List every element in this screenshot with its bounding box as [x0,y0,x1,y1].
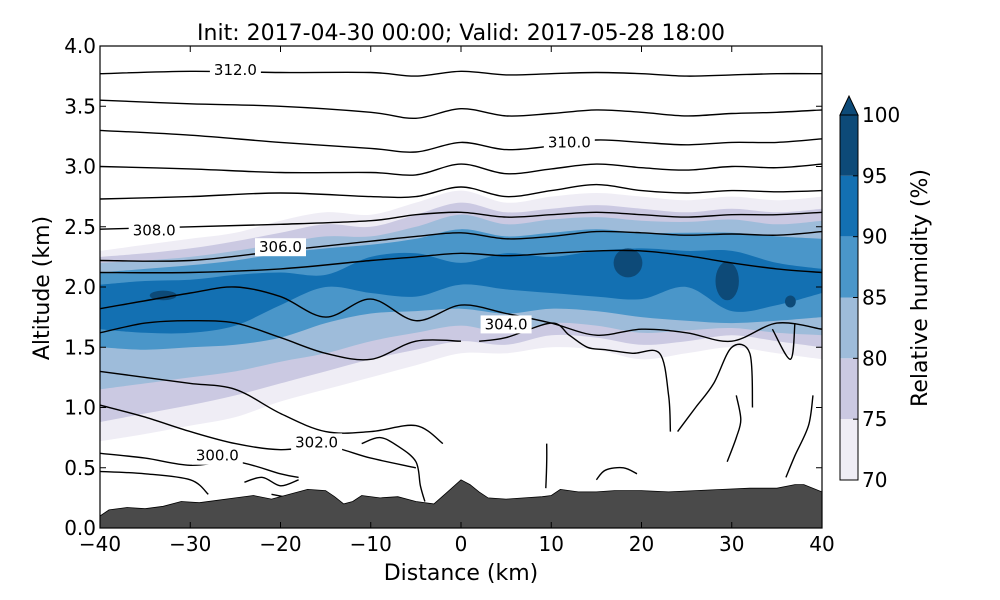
isentrope-line-9 [100,286,822,343]
x-tick-label: 30 [719,532,744,556]
isentrope-line-12 [100,404,417,469]
isentrope-line-8 [100,249,822,274]
x-axis: −40 −30 −20 −10 0 10 20 30 40 [79,46,835,556]
isentrope-line-18 [771,323,796,361]
plot-area: 312.0 310.0 308.0 306.0 304.0 302.0 300.0 [100,46,822,528]
isentrope-label-bg [191,446,243,465]
isentrope-line-19 [785,395,814,478]
rh-core-95-2 [613,248,643,278]
rh-core-95-4 [785,295,796,308]
y-tick-label: 3.5 [64,94,96,118]
isentrope-line-10 [100,319,462,361]
isentrope-line-11 [100,370,444,445]
isentrope-label-bg [291,433,343,452]
colorbar: 70 75 80 85 90 95 100 [839,94,900,492]
y-axis-title: Altitude (km) [30,216,55,360]
x-tick-label: −10 [350,532,392,556]
isentrope-line-17 [726,395,742,462]
isentrope-label: 302.0 [295,433,338,451]
x-axis-title: Distance (km) [384,561,539,586]
x-tick-label: 40 [809,532,834,556]
colorbar-tick-label: 85 [862,286,887,310]
y-tick-label: 3.0 [64,155,96,179]
isentrope-line-5 [100,183,822,200]
colorbar-tick-label: 70 [862,468,887,492]
isentrope-lines [100,70,822,502]
isentrope-line-16 [677,343,754,433]
isentrope-label-bg [255,238,306,257]
isentrope-label-bg [128,221,180,240]
x-tick-label: −30 [169,532,211,556]
isentrope-labels: 312.0 310.0 308.0 306.0 304.0 302.0 300.0 [128,61,595,465]
y-tick-label: 0.5 [64,456,96,480]
isentrope-label: 306.0 [259,238,302,256]
colorbar-tick-label: 80 [862,346,887,370]
colorbar-segment-75 [840,358,858,420]
x-tick-label: 0 [455,532,468,556]
isentrope-line-22 [361,436,426,502]
x-tick-label: −40 [79,532,121,556]
x-tick-label: 10 [539,532,564,556]
y-tick-label: 4.0 [64,34,96,58]
rh-band-90 [100,248,822,334]
isentrope-line-14 [100,470,209,495]
colorbar-tick-label: 90 [862,225,887,249]
isentrope-label: 312.0 [214,61,257,79]
isentrope-line-1 [100,70,822,77]
colorbar-segment-85 [840,236,858,298]
y-tick-label: 2.5 [64,215,96,239]
colorbar-segment-70 [840,419,858,480]
x-tick-label: 20 [629,532,654,556]
chart-title: Init: 2017-04-30 00:00; Valid: 2017-05-2… [197,21,725,46]
isentrope-label: 304.0 [485,315,528,333]
isentrope-label: 300.0 [196,447,239,465]
rh-filled-contours [100,190,822,442]
y-tick-label: 1.5 [64,335,96,359]
x-tick-label: −20 [259,532,301,556]
isentrope-label-bg [209,61,261,80]
isentrope-label: 310.0 [548,133,591,151]
rh-core-95-1 [149,290,177,301]
y-tick-label: 0.0 [64,516,96,540]
colorbar-segment-80 [840,297,858,359]
isentrope-line-3 [100,129,822,153]
isentrope-label: 308.0 [133,221,176,239]
y-tick-label: 2.0 [64,275,96,299]
isentrope-label-bg [543,133,595,152]
colorbar-tick-label: 95 [862,164,887,188]
isentrope-line-20 [595,466,638,481]
terrain [100,479,822,528]
colorbar-segment-90 [840,175,858,237]
isentrope-line-6 [100,211,822,230]
isentrope-line-23 [244,476,299,487]
colorbar-segment-95 [840,115,858,176]
isentrope-line-2 [100,99,822,120]
y-axis: 0.0 0.5 1.0 1.5 2.0 2.5 3.0 3.5 4.0 [64,34,822,540]
isentrope-label-bg [480,315,532,334]
colorbar-title: Relative humidity (%) [908,169,933,407]
terrain-profile [100,479,822,528]
isentrope-line-4 [100,163,822,176]
colorbar-tick-label: 75 [862,407,887,431]
y-tick-label: 1.0 [64,396,96,420]
colorbar-extend-arrow [839,94,859,116]
rh-core-95-3 [715,261,739,301]
isentrope-line-21 [545,443,548,489]
colorbar-tick-label: 100 [862,103,900,127]
